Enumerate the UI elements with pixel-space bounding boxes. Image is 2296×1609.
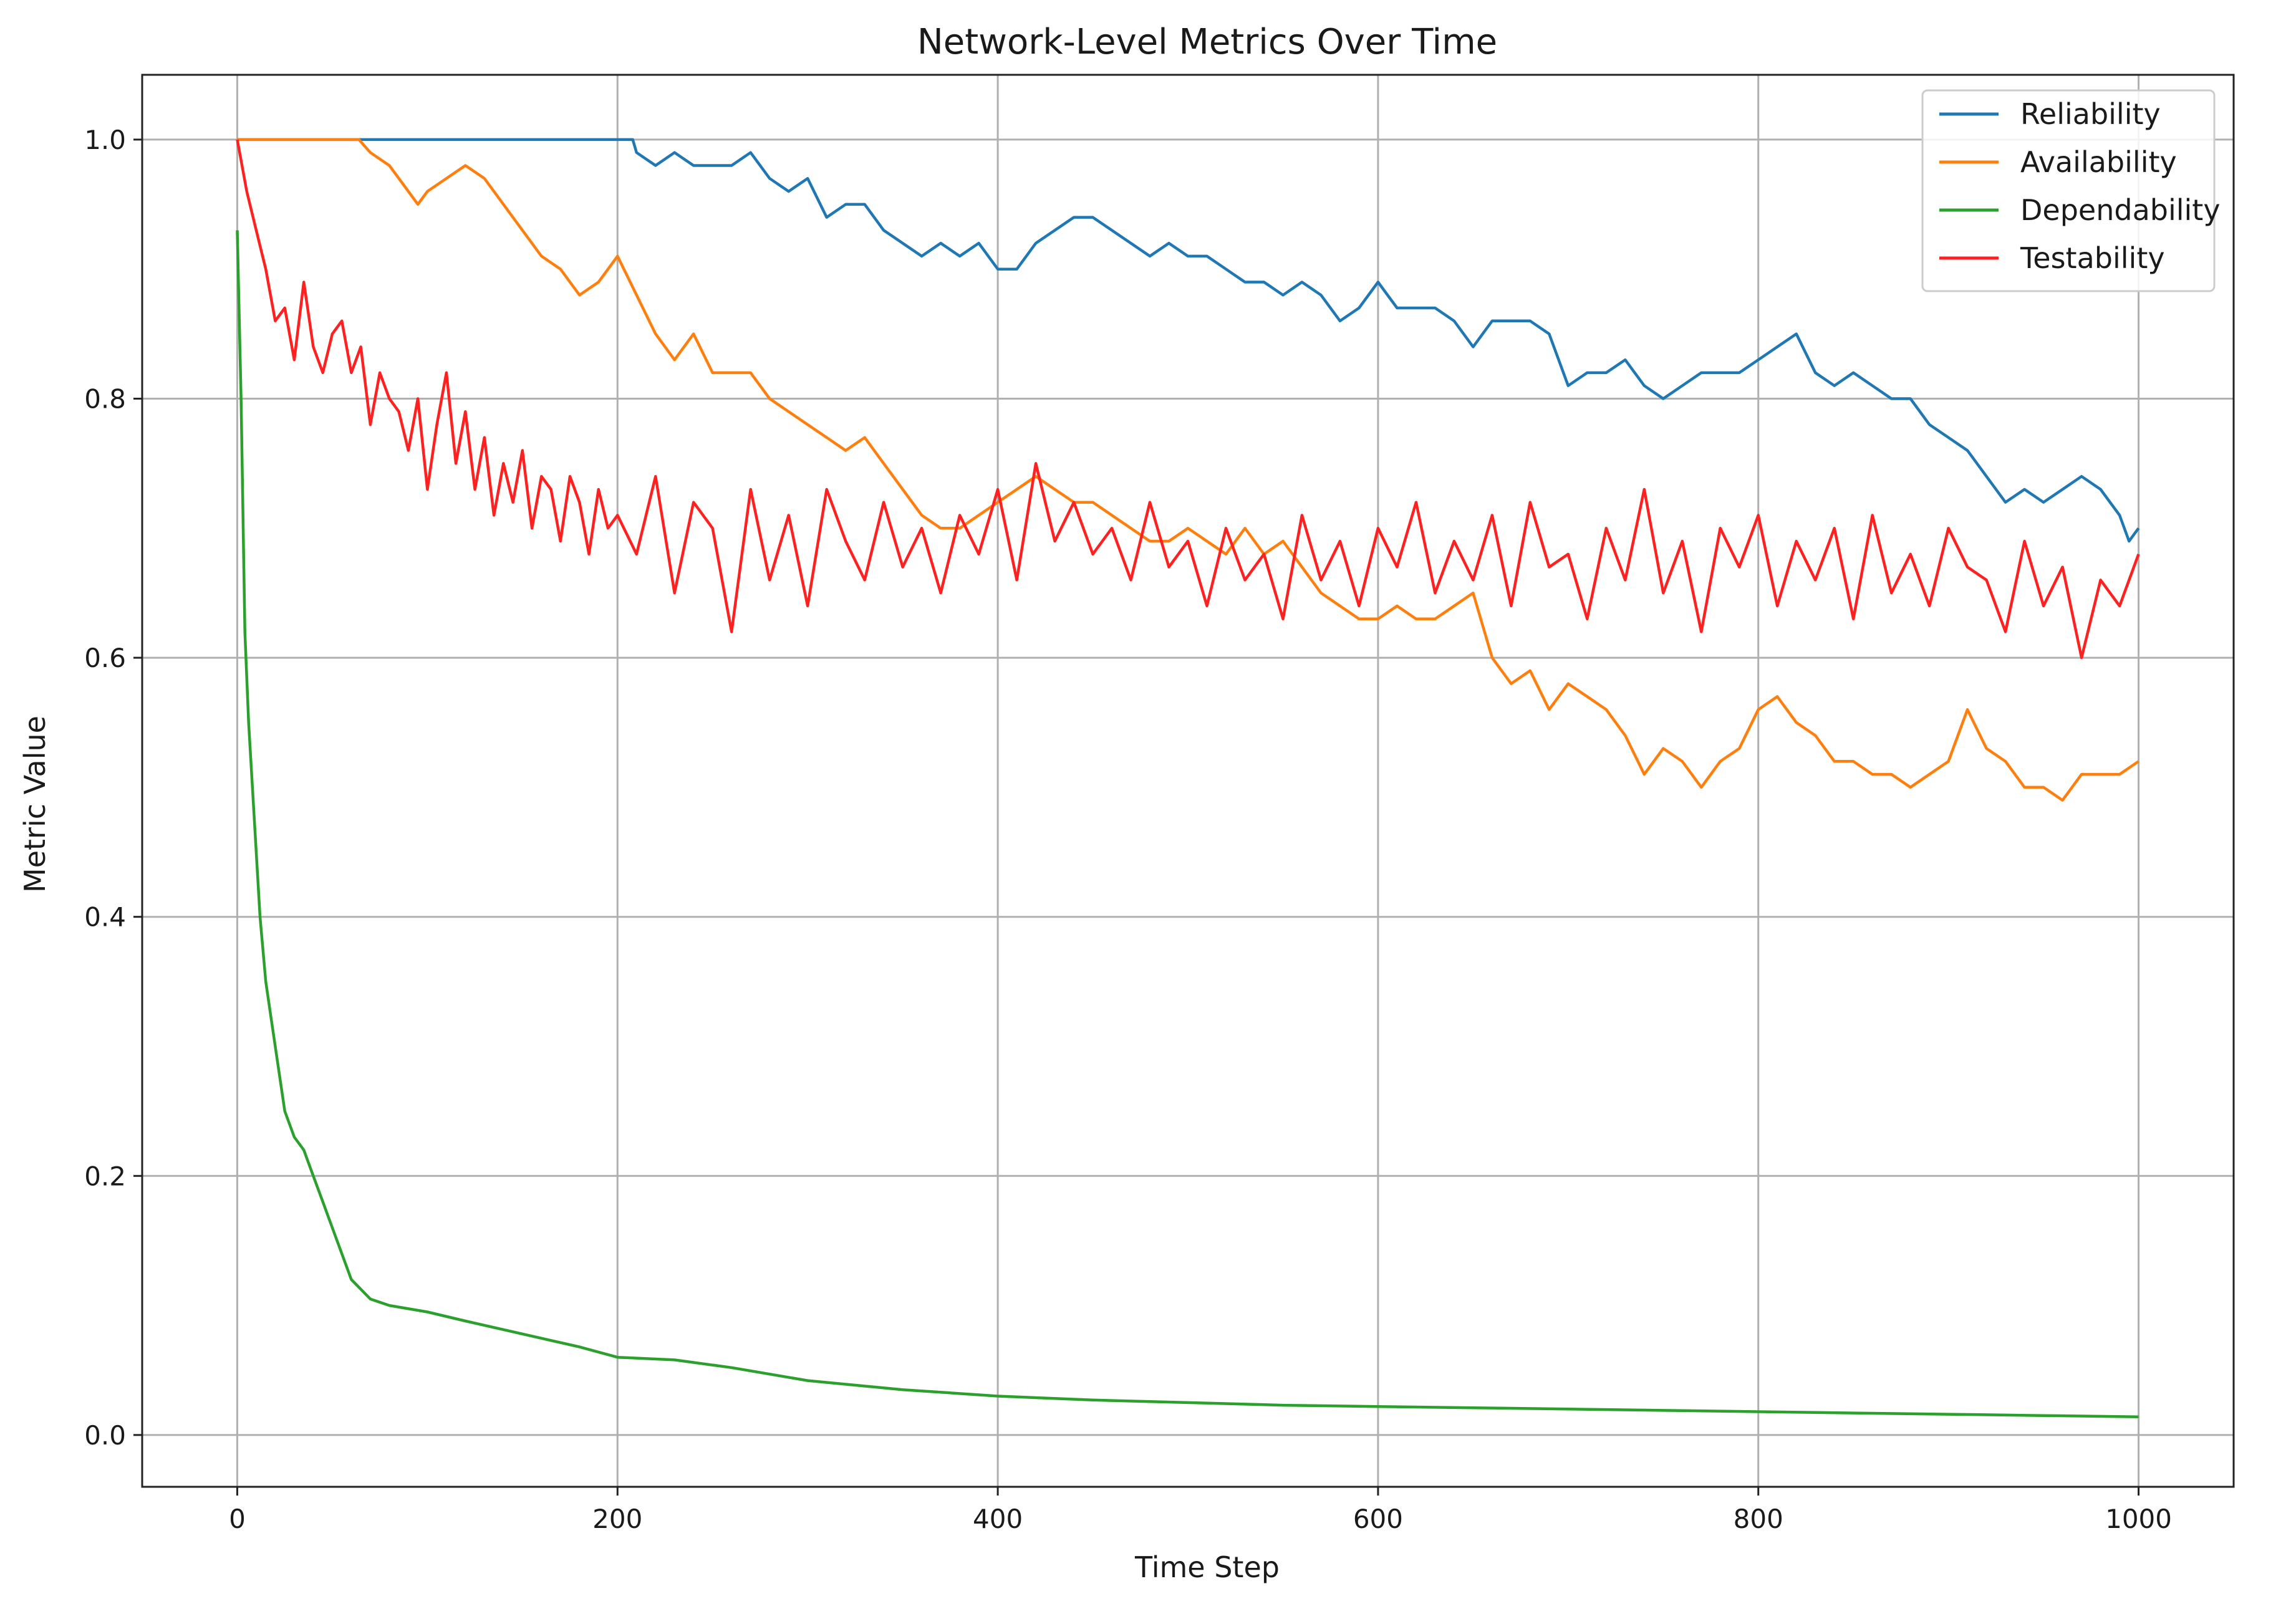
availability-line [237,138,2139,802]
plot-area-frame [141,74,2235,1488]
y-axis-ticks: 0.0 0.2 0.4 0.6 0.8 1.0 [84,125,142,1451]
series-layer [236,138,2140,1419]
axes [141,74,2235,1488]
dependability-line [236,230,2139,1419]
legend: Reliability Availability Dependability Test… [1921,89,2221,292]
x-axis-label: Time Step [1134,1550,1280,1584]
legend-label-reliability: Reliability [2020,97,2161,131]
y-tick-label: 0.8 [84,383,126,414]
chart-title: Network-Level Metrics Over Time [917,22,1497,62]
x-tick-label: 800 [1734,1504,1783,1534]
legend-label-testability: Testability [2020,241,2165,275]
y-tick-label: 1.0 [84,125,126,155]
x-tick-label: 0 [229,1504,246,1534]
testability-line [236,139,2140,660]
x-tick-label: 200 [592,1504,642,1534]
y-axis-label: Metric Value [18,716,52,893]
legend-frame [1921,89,2216,292]
y-tick-label: 0.0 [84,1420,126,1451]
y-tick-label: 0.2 [84,1161,126,1191]
grid-lines [142,75,2234,1487]
x-tick-label: 1000 [2105,1504,2172,1534]
x-tick-label: 600 [1353,1504,1403,1534]
legend-label-dependability: Dependability [2020,193,2221,227]
x-tick-label: 400 [973,1504,1023,1534]
reliability-line [237,138,2140,543]
y-tick-label: 0.4 [84,902,126,933]
y-tick-label: 0.6 [84,643,126,673]
legend-label-availability: Availability [2020,145,2177,179]
x-axis-ticks: 0 200 400 600 800 1000 [229,1487,2172,1534]
